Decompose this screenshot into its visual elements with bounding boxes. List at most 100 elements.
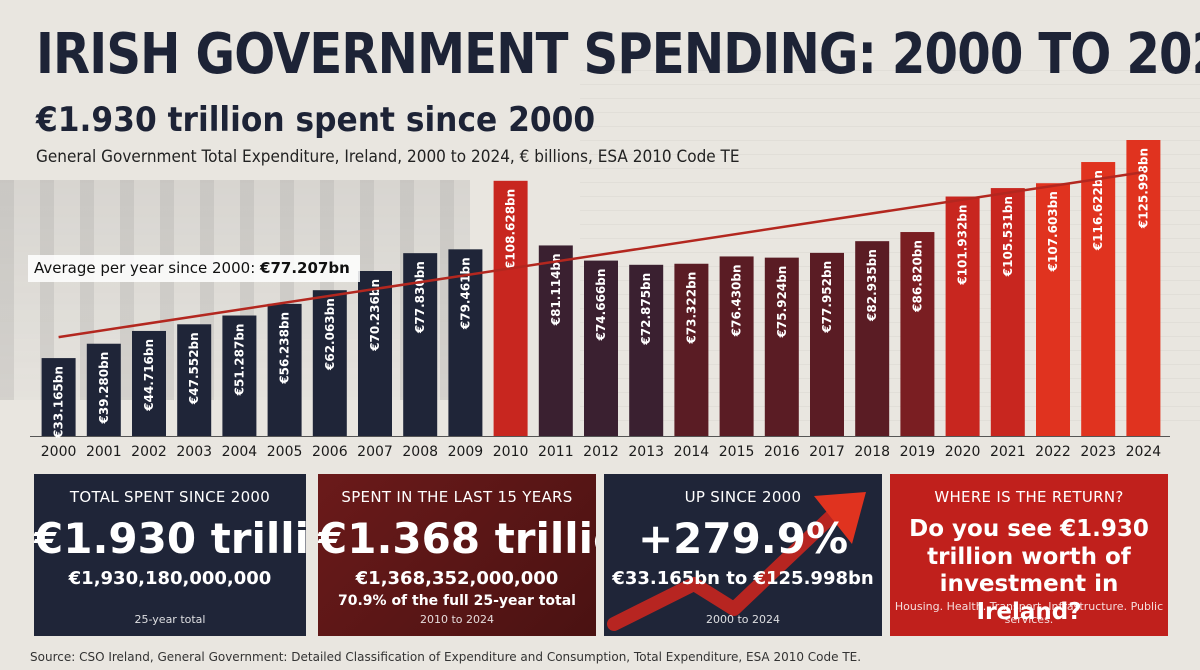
x-tick-label: 2007 [357, 444, 393, 460]
x-tick-label: 2005 [267, 444, 303, 460]
x-tick-label: 2019 [900, 444, 936, 460]
bar-2022 [1036, 183, 1070, 436]
bar-value-label: €108.628bn [504, 189, 518, 270]
bar-2012 [584, 260, 618, 436]
bar-2004 [222, 315, 257, 436]
x-tick-label: 2024 [1126, 444, 1162, 460]
panel-question: Do you see €1.930 trillion worth of inve… [909, 516, 1149, 625]
x-tick-label: 2017 [809, 444, 845, 460]
bar-2001 [86, 343, 121, 436]
bar-value-label: €39.280bn [97, 352, 111, 425]
bar-value-label: €72.875bn [639, 273, 653, 346]
x-tick-label: 2001 [86, 444, 122, 460]
bar-2021 [990, 188, 1025, 436]
x-tick-label: 2022 [1035, 444, 1071, 460]
average-value: €77.207bn [260, 259, 350, 277]
bar-value-label: €70.236bn [368, 279, 382, 352]
panel-last-15-years: SPENT IN THE LAST 15 YEARS €1.368 trilli… [318, 474, 596, 636]
x-tick-label: 2012 [583, 444, 619, 460]
x-tick-label: 2015 [719, 444, 755, 460]
panel-heading: UP SINCE 2000 [684, 488, 802, 506]
x-tick-label: 2004 [222, 444, 258, 460]
page-subtitle: €1.930 trillion spent since 2000 [36, 100, 596, 140]
panel-heading: TOTAL SPENT SINCE 2000 [69, 488, 271, 506]
bar-value-label: €77.830bn [413, 261, 427, 334]
trend-line [58, 170, 1144, 339]
x-tick-label: 2010 [493, 444, 529, 460]
bar-value-label: €33.165bn [52, 366, 66, 439]
bar-value-label: €77.952bn [820, 261, 834, 334]
bar-value-label: €105.531bn [1001, 196, 1015, 277]
x-tick-label: 2002 [131, 444, 167, 460]
x-tick-label: 2006 [312, 444, 348, 460]
panel-full-value: €1,368,352,000,000 [355, 568, 559, 589]
panel-big-value: +279.9% [637, 514, 849, 563]
bar-value-label: €125.998bn [1136, 148, 1150, 229]
panel-big-value: €1.368 trillion [318, 514, 596, 563]
bar-2017 [810, 252, 844, 436]
bar-value-label: €51.287bn [232, 324, 246, 397]
panel-total-spent: TOTAL SPENT SINCE 2000 €1.930 trillion €… [34, 474, 306, 636]
panel-share: 70.9% of the full 25-year total [338, 593, 576, 609]
bar-2000 [41, 358, 76, 436]
bar-2018 [855, 241, 890, 436]
x-tick-label: 2020 [945, 444, 981, 460]
x-tick-label: 2008 [402, 444, 438, 460]
bar-value-label: €75.924bn [775, 266, 789, 339]
chart-description: General Government Total Expenditure, Ir… [36, 147, 740, 167]
bar-2005 [267, 303, 302, 436]
source-note: Source: CSO Ireland, General Government:… [30, 650, 862, 664]
bar-value-label: €81.114bn [549, 253, 563, 326]
average-label-text: Average per year since 2000: [34, 259, 256, 277]
x-tick-label: 2014 [674, 444, 710, 460]
bar-2007 [358, 270, 392, 436]
panel-heading: WHERE IS THE RETURN? [934, 488, 1124, 506]
bar-value-label: €44.716bn [142, 339, 156, 412]
x-tick-label: 2011 [538, 444, 574, 460]
bar-2010 [493, 180, 528, 436]
bar-2006 [312, 290, 347, 436]
bar-value-label: €47.552bn [187, 332, 201, 405]
x-tick-label: 2023 [1080, 444, 1116, 460]
bar-value-label: €56.238bn [278, 312, 292, 385]
bar-2024 [1126, 140, 1161, 436]
x-tick-label: 2016 [764, 444, 800, 460]
bar-2002 [132, 330, 166, 436]
panel-big-value: €1.930 trillion [34, 514, 306, 563]
bar-2013 [629, 264, 664, 436]
bar-value-label: €86.820bn [910, 240, 924, 313]
x-tick-label: 2009 [448, 444, 484, 460]
bar-value-label: €107.603bn [1046, 191, 1060, 272]
x-tick-label: 2000 [41, 444, 77, 460]
panel-where-is-return: WHERE IS THE RETURN? Do you see €1.930 t… [890, 474, 1168, 636]
panel-up-since-2000: UP SINCE 2000 +279.9% €33.165bn to €125.… [604, 474, 882, 636]
panel-range: €33.165bn to €125.998bn [612, 568, 874, 589]
bar-value-label: €82.935bn [865, 249, 879, 322]
bar-2015 [719, 256, 754, 436]
bar-value-label: €101.932bn [956, 205, 970, 286]
bar-2014 [674, 263, 709, 436]
bar-value-label: €116.622bn [1091, 170, 1105, 251]
bar-value-label: €62.063bn [323, 298, 337, 371]
bar-value-label: €76.430bn [730, 264, 744, 337]
panel-footnote: Housing. Health. Transport. Infrastructu… [894, 600, 1164, 626]
bar-chart: €33.165bn 2000 €39.280bn 2001 €44.716bn 2002 €… [30, 140, 1170, 460]
up-arrow-icon [607, 492, 866, 631]
bar-value-label: €74.666bn [594, 269, 608, 342]
bar-2019 [900, 232, 935, 436]
panel-footnote: 2010 to 2024 [419, 613, 495, 626]
bar-value-label: €79.461bn [458, 257, 472, 330]
x-tick-label: 2021 [990, 444, 1026, 460]
bar-value-label: €73.322bn [684, 272, 698, 345]
panel-heading: SPENT IN THE LAST 15 YEARS [341, 488, 573, 506]
average-label: Average per year since 2000: €77.207bn [28, 255, 360, 282]
panel-footnote: 25-year total [134, 613, 206, 626]
bar-2020 [945, 196, 980, 436]
x-tick-label: 2003 [176, 444, 212, 460]
bar-2003 [177, 324, 212, 436]
bar-2011 [538, 245, 573, 436]
bar-2023 [1081, 162, 1116, 437]
panel-footnote: 2000 to 2024 [705, 613, 781, 626]
bar-2016 [764, 257, 799, 436]
bar-2009 [448, 249, 483, 436]
